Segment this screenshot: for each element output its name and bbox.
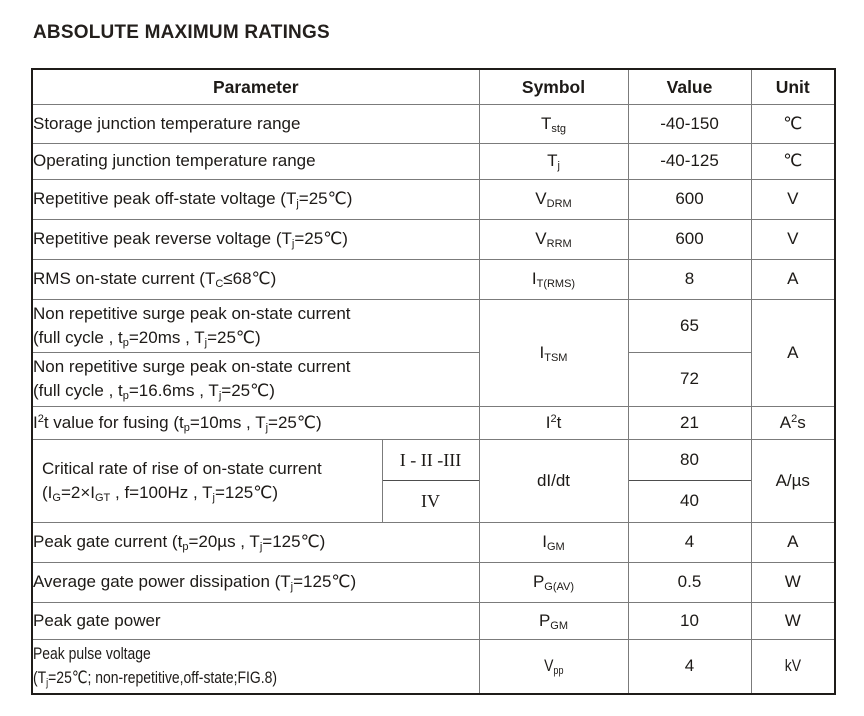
value-cell: 8 — [627, 258, 752, 300]
value-cell: 72 — [627, 351, 752, 407]
value-cell-split: 80 40 — [627, 438, 752, 523]
param-cell: Non repetitive surge peak on-state curre… — [31, 298, 480, 353]
symbol-cell: dI/dt — [478, 438, 629, 523]
param-cell: Repetitive peak reverse voltage (Tj=25℃) — [31, 218, 480, 260]
unit-cell: A — [750, 298, 836, 407]
param-text: Critical rate of rise of on-state curren… — [42, 458, 322, 504]
table-row: Average gate power dissipation (Tj=125℃)… — [31, 561, 836, 603]
table-header-row: Parameter Symbol Value Unit — [31, 68, 836, 105]
header-symbol: Symbol — [478, 68, 629, 105]
table-row: Operating junction temperature range Tj … — [31, 142, 836, 180]
class-cell-bottom: IV — [421, 491, 440, 512]
table-row: Non repetitive surge peak on-state curre… — [31, 298, 836, 407]
value-cell: 600 — [627, 218, 752, 260]
value-cell: 10 — [627, 601, 752, 640]
param-cell: Non repetitive surge peak on-state curre… — [31, 351, 480, 407]
table-row: Peak pulse voltage (Tj=25℃; non-repetitiv… — [31, 638, 836, 695]
page-title: ABSOLUTE MAXIMUM RATINGS — [33, 22, 330, 43]
param-cell: Storage junction temperature range — [31, 103, 480, 144]
table-row: Repetitive peak reverse voltage (Tj=25℃)… — [31, 218, 836, 260]
param-cell: Peak gate current (tp=20µs , Tj=125℃) — [31, 521, 480, 563]
param-cell: I2t value for fusing (tp=10ms , Tj=25℃) — [31, 405, 480, 440]
symbol-cell: Tj — [478, 142, 629, 180]
header-unit: Unit — [750, 68, 836, 105]
unit-cell: W — [750, 601, 836, 640]
class-cell-top: I - II -III — [382, 440, 478, 481]
table-row: Peak gate current (tp=20µs , Tj=125℃) IG… — [31, 521, 836, 563]
param-cell: Peak pulse voltage (Tj=25℃; non-repetitiv… — [31, 638, 480, 695]
unit-cell: kV — [750, 638, 836, 695]
table-row: RMS on-state current (TC≤68℃) IT(RMS) 8 … — [31, 258, 836, 300]
unit-cell: A2s — [750, 405, 836, 440]
value-cell-bottom: 40 — [680, 491, 699, 511]
table-row: Peak gate power PGM 10 W — [31, 601, 836, 640]
value-cell: 65 — [627, 298, 752, 353]
table-row: Repetitive peak off-state voltage (Tj=25… — [31, 178, 836, 220]
symbol-cell: I2t — [478, 405, 629, 440]
table-row: Storage junction temperature range Tstg … — [31, 103, 836, 144]
symbol-cell: PGM — [478, 601, 629, 640]
unit-cell: A — [750, 258, 836, 300]
absolute-maximum-ratings-table: Parameter Symbol Value Unit Storage junc… — [31, 68, 836, 695]
value-cell: 21 — [627, 405, 752, 440]
header-parameter: Parameter — [31, 68, 480, 105]
table-row: Non repetitive surge peak on-state curre… — [31, 351, 835, 407]
unit-cell: A — [750, 521, 836, 563]
unit-cell: V — [750, 218, 836, 260]
unit-cell: W — [750, 561, 836, 603]
symbol-cell: PG(AV) — [478, 561, 629, 603]
symbol-cell: VRRM — [478, 218, 629, 260]
unit-cell: ℃ — [750, 142, 836, 180]
table-row: Critical rate of rise of on-state curren… — [31, 438, 836, 523]
unit-cell: V — [750, 178, 836, 220]
symbol-cell: IGM — [478, 521, 629, 563]
symbol-cell: ITSM — [478, 298, 629, 407]
symbol-cell: IT(RMS) — [478, 258, 629, 300]
value-cell: -40-150 — [627, 103, 752, 144]
header-value: Value — [627, 68, 752, 105]
value-cell: 600 — [627, 178, 752, 220]
symbol-cell: VDRM — [478, 178, 629, 220]
param-cell: Peak gate power — [31, 601, 480, 640]
value-cell: 0.5 — [627, 561, 752, 603]
param-cell: Operating junction temperature range — [31, 142, 480, 180]
symbol-cell: Vpp — [478, 638, 629, 695]
unit-cell: ℃ — [750, 103, 836, 144]
param-cell: Repetitive peak off-state voltage (Tj=25… — [31, 178, 480, 220]
thyristor-class-subcolumn: I - II -III IV — [381, 440, 478, 521]
param-cell: RMS on-state current (TC≤68℃) — [31, 258, 480, 300]
table-row: I2t value for fusing (tp=10ms , Tj=25℃) … — [31, 405, 836, 440]
param-cell: Average gate power dissipation (Tj=125℃) — [31, 561, 480, 603]
symbol-cell: Tstg — [478, 103, 629, 144]
value-cell: -40-125 — [627, 142, 752, 180]
value-cell: 4 — [627, 638, 752, 695]
value-cell: 4 — [627, 521, 752, 563]
unit-cell: A/µs — [750, 438, 836, 523]
value-cell-top: 80 — [629, 440, 750, 481]
param-cell-split: Critical rate of rise of on-state curren… — [31, 438, 480, 523]
